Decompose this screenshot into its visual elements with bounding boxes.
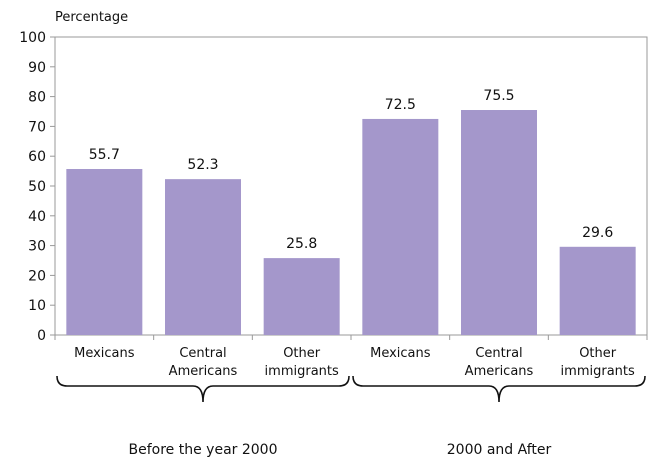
y-tick-label: 40 [28, 209, 46, 225]
y-tick-label: 20 [28, 268, 46, 284]
group-brace [56, 375, 350, 403]
y-tick-label: 70 [28, 119, 46, 135]
bar [66, 169, 143, 335]
bar [362, 118, 439, 335]
x-category-label: Mexicans [370, 346, 431, 361]
bar [559, 246, 636, 335]
group-brace [352, 375, 646, 403]
bar-value-label: 29.6 [582, 225, 613, 241]
x-category-label: Mexicans [74, 346, 135, 361]
x-category-label: Central Americans [465, 346, 534, 379]
bar-value-label: 75.5 [483, 88, 514, 104]
y-axis-title: Percentage [55, 10, 128, 25]
x-category-label: Other immigrants [265, 346, 339, 379]
group-label: 2000 and After [447, 442, 552, 458]
bar [263, 258, 340, 335]
y-tick-label: 10 [28, 298, 46, 314]
bar-value-label: 55.7 [89, 147, 120, 163]
y-tick-label: 50 [28, 179, 46, 195]
bar [165, 179, 241, 335]
bar-value-label: 52.3 [187, 157, 218, 173]
bar [461, 110, 537, 335]
group-label: Before the year 2000 [129, 442, 278, 458]
y-tick-label: 0 [37, 328, 46, 344]
x-category-label: Other immigrants [561, 346, 635, 379]
x-category-label: Central Americans [169, 346, 238, 379]
y-tick-label: 30 [28, 239, 46, 255]
y-tick-label: 90 [28, 60, 46, 76]
bar-value-label: 72.5 [385, 97, 416, 113]
y-tick-label: 60 [28, 149, 46, 165]
plot-area: 0 10 20 30 40 50 60 70 80 90 100 55.7 Mexicans 52.3 Ce… [19, 30, 648, 458]
bar-value-label: 25.8 [286, 236, 317, 252]
plot-frame [54, 36, 648, 336]
y-tick-label: 100 [19, 30, 46, 46]
y-tick-label: 80 [28, 90, 46, 106]
